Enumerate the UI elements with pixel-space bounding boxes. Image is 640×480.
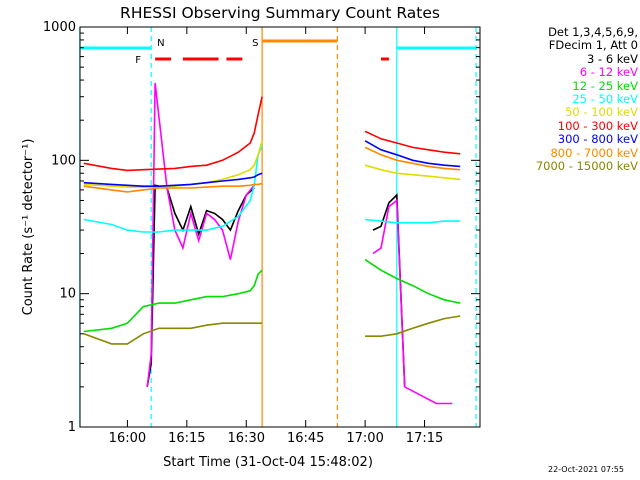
- annotations: N F S: [135, 38, 258, 66]
- x-tick-label: 16:30: [228, 431, 265, 446]
- series-lines: [83, 82, 461, 405]
- series-line-4: [83, 140, 461, 188]
- series-line-5: [83, 96, 461, 172]
- annotation-s: S: [252, 38, 258, 49]
- x-tick-label: 16:15: [168, 431, 205, 446]
- annotation-f: F: [135, 55, 141, 66]
- legend-item-1: 6 - 12 keV: [579, 65, 638, 80]
- legend: Det 1,3,4,5,6,9, FDecim 1, Att 0 3 - 6 k…: [472, 25, 638, 174]
- chart-title: RHESSI Observing Summary Count Rates: [120, 4, 440, 22]
- time-markers: [79, 27, 477, 427]
- legend-item-2: 12 - 25 keV: [572, 78, 638, 93]
- legend-item-4: 50 - 100 keV: [565, 105, 638, 120]
- series-line-3: [83, 144, 461, 233]
- legend-item-6: 300 - 800 keV: [557, 132, 638, 147]
- y-tick-label: 1000: [43, 20, 76, 35]
- time-bands: [79, 39, 477, 61]
- legend-item-0: 3 - 6 keV: [587, 51, 638, 66]
- y-axis-label: Count Rate (s⁻¹ detector⁻¹): [21, 139, 36, 316]
- y-tick-label: 100: [51, 153, 76, 168]
- x-tick-label: 17:15: [406, 431, 443, 446]
- legend-item-5: 100 - 300 keV: [557, 118, 638, 133]
- legend-item-3: 25 - 50 keV: [572, 92, 638, 107]
- legend-item-7: 800 - 7000 keV: [550, 145, 638, 160]
- series-line-2: [83, 258, 461, 333]
- y-tick-label: 1: [68, 420, 76, 435]
- legend-header-line-2: FDecim 1, Att 0: [548, 38, 638, 53]
- x-tick-label: 17:00: [346, 431, 383, 446]
- series-line-1: [146, 82, 453, 405]
- x-axis-label: Start Time (31-Oct-04 15:48:02): [163, 455, 373, 470]
- x-tick-label: 16:45: [287, 431, 324, 446]
- y-tick-label: 10: [59, 287, 76, 302]
- x-tick-label: 16:00: [109, 431, 146, 446]
- annotation-n: N: [157, 38, 164, 49]
- series-line-0: [146, 184, 406, 388]
- legend-header-line-1: Det 1,3,4,5,6,9,: [548, 25, 638, 39]
- series-line-8: [83, 315, 461, 345]
- timestamp: 22-Oct-2021 07:55: [548, 465, 624, 474]
- series-line-7: [83, 146, 461, 193]
- axis-ticks: 16:00 16:15 16:30 16:45 17:00 17:15 1 10 100 1000: [43, 20, 480, 446]
- series-line-6: [83, 140, 461, 187]
- plot-frame: [79, 26, 481, 428]
- legend-item-8: 7000 - 15000 keV: [535, 159, 638, 174]
